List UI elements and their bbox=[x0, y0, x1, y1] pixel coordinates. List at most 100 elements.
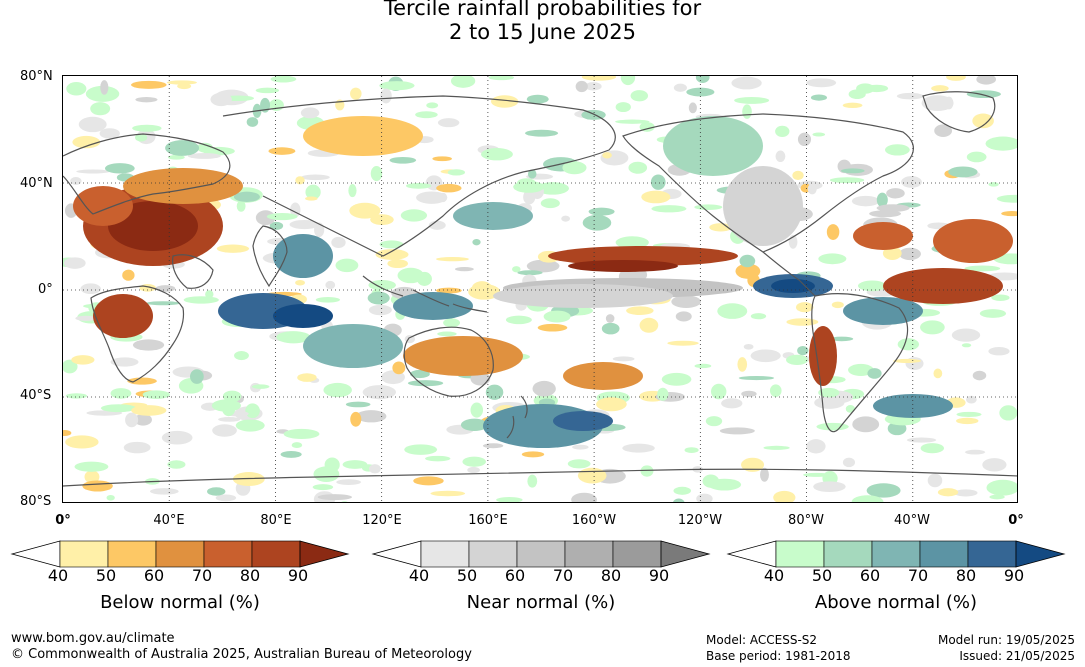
shading-patch bbox=[933, 368, 943, 379]
shading-patch bbox=[582, 214, 612, 231]
shading-patch bbox=[695, 76, 710, 83]
shading-patch bbox=[99, 128, 120, 139]
legend-above-tick: 80 bbox=[955, 566, 977, 585]
shading-patch bbox=[425, 455, 451, 462]
colorbar-above bbox=[726, 540, 1066, 568]
shading-patch bbox=[829, 177, 865, 184]
shading-patch bbox=[852, 416, 880, 433]
shading-patch bbox=[575, 80, 588, 93]
shading-patch bbox=[818, 387, 840, 398]
shading-patch bbox=[481, 148, 513, 161]
shading-region bbox=[663, 116, 763, 176]
shading-patch bbox=[276, 331, 311, 344]
colorbar-above-upper-arrow bbox=[1015, 540, 1066, 568]
shading-patch bbox=[331, 236, 346, 249]
shading-patch bbox=[325, 280, 336, 290]
shading-patch bbox=[741, 390, 757, 397]
lat-label-40s: 40°S bbox=[20, 388, 52, 403]
shading-patch bbox=[921, 95, 954, 111]
shading-patch bbox=[615, 102, 631, 113]
shading-patch bbox=[317, 494, 352, 501]
shading-patch bbox=[988, 347, 1010, 356]
shading-patch bbox=[283, 428, 320, 440]
legend-above-tick: 50 bbox=[811, 566, 833, 585]
shading-patch bbox=[218, 417, 241, 422]
shading-patch bbox=[216, 244, 250, 253]
shading-patch bbox=[898, 247, 921, 261]
shading-patch bbox=[831, 301, 844, 309]
shading-patch bbox=[671, 295, 701, 309]
shading-patch bbox=[581, 76, 617, 81]
shading-patch bbox=[104, 163, 135, 174]
shading-patch bbox=[255, 210, 276, 226]
shading-patch bbox=[814, 396, 845, 409]
shading-patch bbox=[82, 480, 113, 492]
shading-patch bbox=[416, 271, 432, 286]
legend-below-tick: 50 bbox=[95, 566, 117, 585]
shading-patch bbox=[797, 132, 812, 147]
shading-patch bbox=[207, 487, 226, 496]
colorbar-below-bin-60 bbox=[155, 540, 205, 568]
shading-patch bbox=[867, 368, 882, 379]
coastlines bbox=[63, 91, 1017, 487]
shading-patch bbox=[301, 174, 330, 181]
shading-patch bbox=[235, 419, 265, 432]
shading-region bbox=[933, 219, 1013, 263]
shading-patch bbox=[132, 124, 162, 132]
shading-patch bbox=[640, 465, 654, 477]
lat-label-0: 0° bbox=[38, 282, 53, 297]
legend-near-title: Near normal (%) bbox=[466, 592, 616, 613]
shading-patch bbox=[988, 182, 999, 187]
shading-patch bbox=[75, 315, 97, 321]
shading-patch bbox=[769, 384, 782, 397]
shading-patch bbox=[63, 429, 72, 437]
shading-region bbox=[73, 186, 133, 226]
shading-region bbox=[723, 166, 803, 246]
shading-patch bbox=[367, 291, 390, 305]
legend-above-tick: 90 bbox=[1003, 566, 1025, 585]
shading-patch bbox=[488, 76, 515, 81]
shading-patch bbox=[454, 266, 474, 272]
shading-patch bbox=[131, 80, 167, 89]
shading-patch bbox=[775, 150, 786, 163]
lon-label-120w: 120°W bbox=[677, 513, 723, 528]
shading-patch bbox=[205, 290, 214, 299]
shading-patch bbox=[826, 224, 840, 240]
title-line-1: Tercile rainfall probabilities for bbox=[383, 0, 702, 20]
shading-patch bbox=[630, 90, 649, 102]
colorbar-above-bin-40 bbox=[775, 540, 825, 568]
shading-region bbox=[273, 304, 333, 328]
shading-patch bbox=[806, 78, 837, 88]
model-name: Model: ACCESS-S2 bbox=[706, 633, 818, 647]
shading-patch bbox=[270, 76, 297, 83]
lon-label-0-west: 0° bbox=[55, 513, 71, 528]
website-link[interactable]: www.bom.gov.au/climate bbox=[11, 631, 175, 646]
colorbar-near-bin-70 bbox=[564, 540, 614, 568]
shading-region bbox=[303, 116, 423, 156]
shading-patch bbox=[650, 174, 666, 190]
shading-patch bbox=[297, 373, 317, 382]
shading-patch bbox=[212, 424, 237, 437]
shading-patch bbox=[125, 412, 139, 428]
shading-region bbox=[273, 234, 333, 278]
shading-patch bbox=[795, 302, 814, 313]
colorbar-near-bin-40 bbox=[420, 540, 470, 568]
shading-patch bbox=[848, 363, 874, 377]
shading-patch bbox=[131, 405, 167, 416]
shading-patch bbox=[110, 388, 132, 399]
legend-above-tick: 60 bbox=[859, 566, 881, 585]
shading-patch bbox=[289, 219, 320, 230]
shading-patch bbox=[951, 328, 981, 342]
shading-patch bbox=[100, 80, 109, 95]
shading-patch bbox=[734, 97, 770, 104]
shading-patch bbox=[694, 204, 723, 211]
shading-patch bbox=[135, 133, 148, 142]
shading-patch bbox=[567, 459, 591, 469]
shading-patch bbox=[622, 443, 655, 453]
colorbar-below-bin-40 bbox=[59, 540, 109, 568]
shading-patch bbox=[315, 297, 341, 303]
shading-patch bbox=[233, 191, 260, 202]
shading-patch bbox=[972, 370, 987, 381]
legend-above-normal: 40 50 60 70 80 90 Above normal (%) bbox=[726, 540, 1066, 620]
shading-patch bbox=[450, 76, 476, 88]
